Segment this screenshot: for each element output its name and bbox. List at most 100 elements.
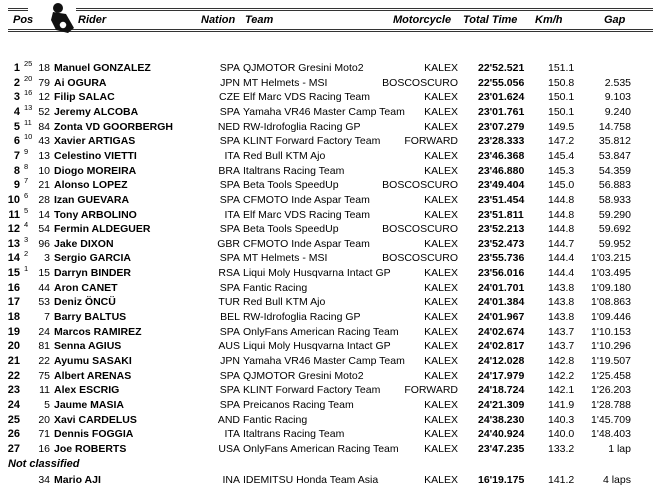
cell-pos: 20: [7, 340, 20, 353]
cell-time: 23'47.235: [478, 442, 525, 455]
cell-kmh: 144.8: [548, 208, 575, 221]
cell-gap: 59.692: [598, 223, 631, 236]
cell-nat: NED: [217, 120, 240, 133]
cell-pos: 6: [13, 135, 20, 148]
cell-num: 18: [38, 62, 50, 74]
cell-num: 44: [38, 281, 50, 294]
cell-pts: 4: [24, 220, 29, 230]
header-nation: Nation: [201, 14, 236, 26]
cell-kmh: 145.3: [548, 164, 575, 177]
cell-moto: KALEX: [424, 369, 458, 382]
cell-kmh: 143.7: [548, 325, 575, 338]
cell-moto: KALEX: [424, 398, 458, 411]
cell-pts: 6: [24, 190, 29, 200]
cell-pos: 4: [13, 105, 20, 118]
table-row: 12 4 54 Fermin ALDEGUER SPA Beta Tools SpeedU…: [0, 220, 653, 236]
cell-name: Joe ROBERTS: [54, 442, 127, 455]
cell-team: KLINT Forward Factory Team: [243, 384, 381, 397]
header-team: Team: [245, 14, 274, 26]
cell-kmh: 142.1: [548, 384, 575, 397]
cell-time: 16'19.175: [478, 474, 525, 486]
cell-nat: SPA: [219, 135, 240, 148]
table-row: 23 11 Alex ESCRIG SPA KLINT Forward Factory …: [0, 383, 653, 397]
table-row: 27 16 Joe ROBERTS USA OnlyFans American Raci…: [0, 442, 653, 456]
cell-moto: FORWARD: [404, 384, 458, 397]
table-row: 26 71 Dennis FOGGIA ITA Italtrans Racing Tea…: [0, 427, 653, 441]
cell-nat: USA: [218, 442, 240, 455]
cell-gap: 2.535: [604, 76, 631, 89]
cell-num: 43: [38, 135, 50, 148]
cell-moto: BOSCOSCURO: [382, 179, 458, 192]
cell-time: 23'07.279: [478, 120, 525, 133]
cell-time: 23'56.016: [478, 267, 525, 280]
cell-pos: 11: [8, 208, 20, 221]
cell-gap: 1'28.788: [591, 398, 631, 411]
cell-pts: 20: [24, 73, 33, 83]
table-row: 1 25 18 Manuel GONZALEZ SPA QJMOTOR Gresini M…: [0, 59, 653, 75]
cell-team: Red Bull KTM Ajo: [243, 149, 326, 162]
cell-moto: KALEX: [424, 340, 458, 353]
cell-name: Senna AGIUS: [54, 340, 122, 353]
cell-nat: TUR: [218, 296, 240, 309]
cell-pts: 10: [24, 132, 33, 142]
cell-num: 75: [38, 369, 50, 382]
cell-time: 24'17.979: [478, 369, 525, 382]
cell-nat: INA: [222, 474, 240, 486]
cell-kmh: 142.8: [548, 355, 575, 367]
cell-time: 23'52.473: [478, 237, 525, 250]
cell-gap: 1'48.403: [591, 428, 631, 441]
cell-time: 23'49.404: [478, 179, 525, 192]
cell-pos: 19: [7, 325, 20, 338]
cell-kmh: 144.4: [548, 252, 575, 265]
cell-nat: SPA: [219, 193, 240, 206]
cell-num: 5: [44, 398, 50, 411]
cell-name: Zonta VD GOORBERGH: [54, 120, 174, 133]
table-row: 25 20 Xavi CARDELUS AND Fantic Racing KALEX 24…: [0, 413, 653, 427]
table-row: 34 Mario AJI INA IDEMITSU Honda Team Asia KA…: [0, 473, 653, 487]
cell-name: Diogo MOREIRA: [54, 164, 137, 177]
cell-team: Yamaha VR46 Master Camp Team: [243, 105, 405, 118]
cell-nat: BEL: [220, 311, 240, 324]
cell-gap: 1'03.215: [591, 252, 631, 265]
header-kmh: Km/h: [535, 14, 563, 26]
table-row: 17 53 Deniz ÖNCÜ TUR Red Bull KTM Ajo KALEX 24…: [0, 295, 653, 309]
cell-kmh: 145.4: [548, 149, 575, 162]
cell-num: 7: [44, 311, 50, 324]
table-row: 19 24 Marcos RAMIREZ SPA OnlyFans American R…: [0, 325, 653, 339]
cell-num: 14: [38, 208, 50, 221]
cell-name: Albert ARENAS: [54, 369, 132, 382]
cell-num: 11: [39, 384, 50, 397]
cell-pts: 7: [24, 176, 29, 186]
cell-moto: KALEX: [424, 91, 458, 104]
cell-name: Barry BALTUS: [54, 311, 127, 324]
cell-nat: SPA: [219, 179, 240, 192]
cell-name: Ayumu SASAKI: [54, 355, 132, 367]
cell-team: Liqui Moly Husqvarna Intact GP: [243, 267, 391, 280]
cell-num: 53: [38, 296, 50, 309]
cell-team: Elf Marc VDS Racing Team: [243, 91, 371, 104]
cell-gap: 1'03.495: [591, 267, 631, 280]
cell-time: 23'51.811: [478, 208, 524, 221]
cell-nat: JPN: [220, 355, 240, 367]
cell-nat: SPA: [219, 325, 240, 338]
cell-kmh: 149.5: [548, 120, 575, 133]
cell-moto: KALEX: [424, 413, 458, 426]
cell-pos: 21: [7, 355, 20, 367]
cell-kmh: 147.2: [548, 135, 575, 148]
cell-gap: 1'10.296: [591, 340, 631, 353]
cell-nat: CZE: [219, 91, 240, 104]
cell-time: 23'28.333: [478, 135, 525, 148]
cell-time: 24'01.701: [478, 281, 525, 294]
cell-pos: 23: [7, 384, 20, 397]
cell-nat: RSA: [218, 267, 240, 280]
cell-kmh: 140.0: [548, 428, 575, 441]
cell-num: 52: [38, 105, 50, 118]
cell-team: RW-Idrofoglia Racing GP: [243, 120, 361, 133]
cell-nat: SPA: [219, 105, 240, 118]
cell-pts: 13: [24, 102, 33, 112]
cell-pos: 15: [7, 267, 20, 280]
cell-time: 24'40.924: [478, 428, 525, 441]
cell-time: 24'02.674: [478, 325, 525, 338]
cell-team: RW-Idrofoglia Racing GP: [243, 311, 361, 324]
cell-team: Liqui Moly Husqvarna Intact GP: [243, 340, 391, 353]
